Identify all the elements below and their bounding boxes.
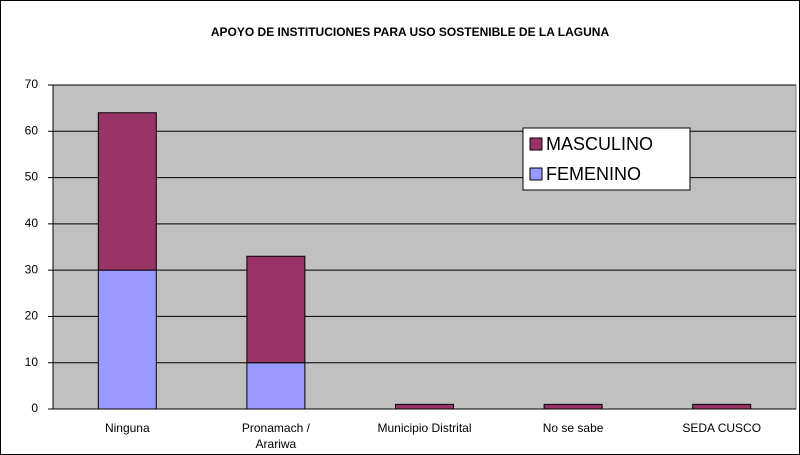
y-tick-label: 40 [25,216,39,230]
legend-swatch [529,137,543,151]
bar-segment [246,255,306,364]
x-tick-label: No se sabe [543,421,604,435]
y-tick-label: 70 [25,77,39,91]
legend-swatch [529,167,543,181]
bar-segment [97,112,157,271]
y-tick-label: 30 [25,262,39,276]
bar-segment [395,403,454,410]
legend-label: FEMENINO [546,164,641,184]
bar-segment [97,269,157,410]
legend-label: MASCULINO [546,134,653,154]
x-tick-label: SEDA CUSCO [682,421,761,435]
y-tick-label: 0 [31,401,38,415]
bar-segment [543,403,603,410]
bar-segment [692,403,752,410]
chart-title: APOYO DE INSTITUCIONES PARA USO SOSTENIB… [211,25,610,39]
legend-box [522,127,691,191]
x-tick-label: Pronamach / Arariwa [242,421,311,451]
bar-segment [246,362,306,410]
y-tick-label: 10 [25,355,39,369]
y-tick-label: 20 [25,309,39,323]
y-tick-label: 50 [25,170,39,184]
x-tick-label: Ninguna [105,421,150,435]
y-tick-label: 60 [25,123,39,137]
x-tick-label: Municipio Distrital [377,421,471,435]
